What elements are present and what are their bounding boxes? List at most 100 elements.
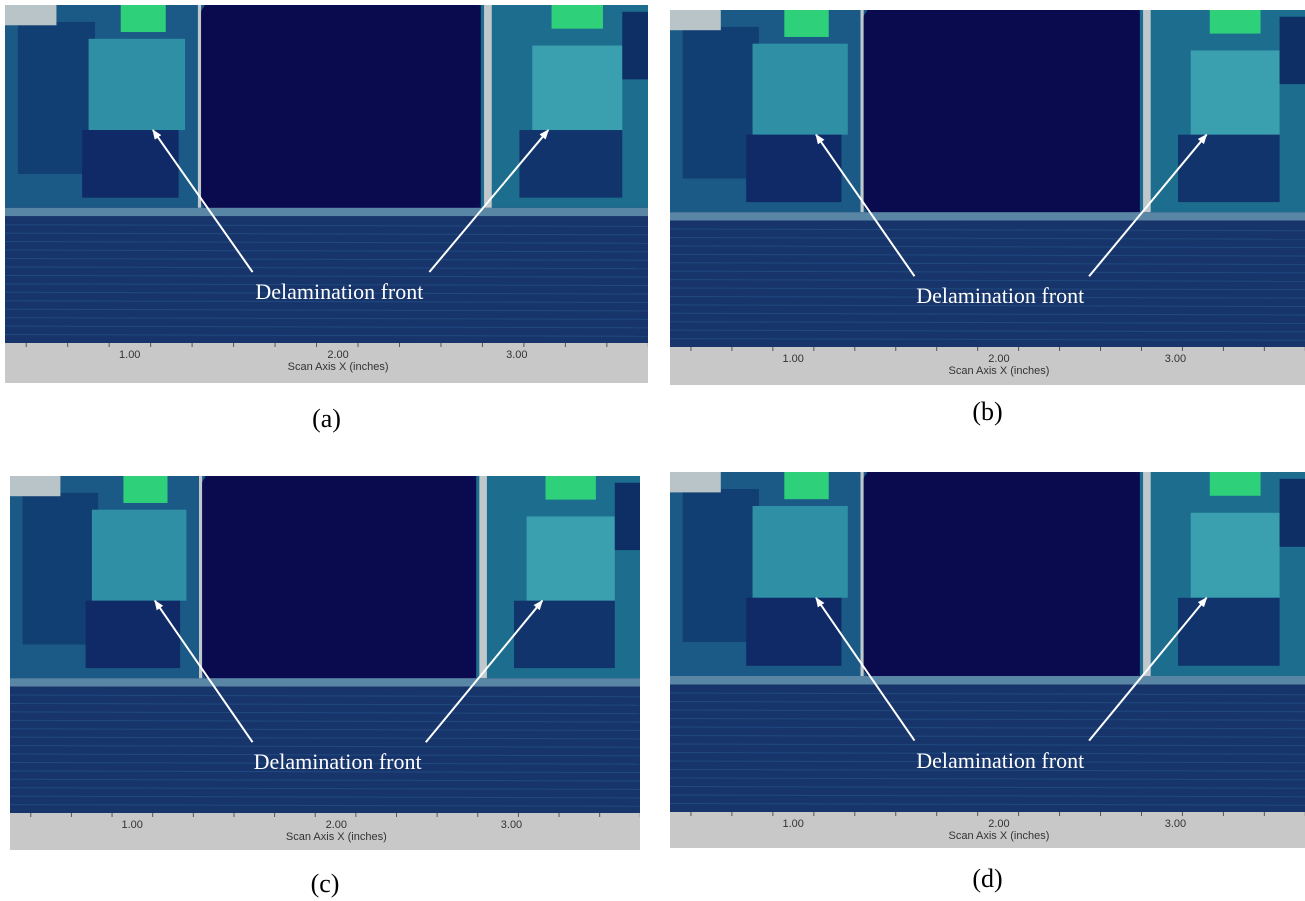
scan-stripe — [670, 803, 1305, 806]
axis-bar — [10, 813, 640, 850]
axis-tick-label: 2.00 — [327, 349, 348, 361]
delaminated-region — [91, 509, 187, 601]
arrow — [152, 129, 254, 273]
axis-tick-label: 2.00 — [988, 818, 1009, 830]
scan-stripe — [5, 291, 648, 295]
scan-panel: Delamination front 1.00 2.00 3.00 Scan Axis … — [670, 10, 1305, 385]
axis-tick-label: 1.00 — [119, 349, 140, 361]
scan-region — [860, 472, 864, 676]
delaminated-region — [88, 38, 186, 131]
scan-stripe — [10, 804, 640, 807]
scan-stripe — [670, 295, 1305, 299]
scan-stripe — [10, 778, 640, 782]
scan-region — [120, 5, 166, 33]
scan-stripe — [670, 270, 1305, 274]
scan-region — [5, 216, 648, 343]
delaminated-region — [526, 516, 615, 601]
scan-stripe — [10, 761, 640, 765]
scan-stripe — [5, 283, 648, 287]
scan-region — [519, 130, 623, 198]
scan-image — [670, 472, 1305, 812]
scan-stripe — [670, 279, 1305, 282]
scan-stripe — [670, 777, 1305, 781]
scan-stripe — [5, 266, 648, 270]
axis-tick-label: 2.00 — [326, 819, 347, 831]
scan-stripe — [10, 711, 640, 715]
scan-stripe — [5, 334, 648, 337]
scan-stripe — [5, 232, 648, 236]
annotation: Delamination front — [916, 748, 1084, 773]
scan-stripe — [670, 236, 1305, 240]
axis-label: Scan Axis X (inches) — [288, 361, 389, 373]
intact-region — [863, 10, 1140, 213]
axis-tick-label: 1.00 — [122, 819, 143, 831]
delaminated-region — [1190, 512, 1280, 598]
scan-region — [197, 5, 202, 208]
scan-region — [784, 472, 829, 500]
intact-region — [863, 472, 1140, 676]
scan-region — [551, 5, 603, 29]
scan-panel: Delamination front 1.00 2.00 3.00 Scan Axis … — [670, 472, 1305, 848]
scan-stripe — [5, 274, 648, 278]
caption: (d) — [972, 864, 1003, 893]
intact-region — [201, 5, 481, 208]
axis-label: Scan Axis X (inches) — [286, 831, 387, 843]
scan-region — [82, 130, 179, 198]
delaminated-region — [752, 43, 848, 135]
scan-stripe — [10, 728, 640, 731]
scan-stripe — [10, 787, 640, 790]
caption: (b) — [972, 397, 1003, 426]
axis-tick-label: 3.00 — [1165, 818, 1186, 830]
scan-region — [1209, 472, 1261, 496]
scan-region — [670, 220, 1305, 347]
scan-stripe — [5, 258, 648, 261]
scan-region — [746, 134, 842, 203]
scan-stripe — [670, 253, 1305, 257]
scan-image — [670, 10, 1305, 347]
scan-region — [784, 10, 829, 37]
caption: (a) — [312, 404, 341, 433]
scan-stripe — [670, 312, 1305, 316]
annotation: Delamination front — [916, 283, 1084, 308]
axis-tick-label: 3.00 — [501, 819, 522, 831]
scan-region — [123, 476, 168, 503]
scan-region — [1143, 472, 1151, 676]
scan-region — [10, 476, 61, 497]
axis-tick-label: 1.00 — [782, 353, 803, 365]
arrow — [1088, 133, 1208, 277]
scan-region — [1178, 134, 1280, 203]
axis-tick-label: 3.00 — [506, 349, 527, 361]
scan-stripe — [670, 735, 1305, 738]
scan-stripe — [670, 304, 1305, 308]
scan-region — [1209, 10, 1261, 34]
scan-region — [670, 472, 721, 493]
scan-image — [5, 5, 648, 343]
scan-region — [10, 686, 640, 813]
scan-image — [10, 476, 640, 813]
axis-label: Scan Axis X (inches) — [948, 365, 1049, 377]
scan-stripe — [10, 719, 640, 723]
scan-stripe — [670, 338, 1305, 341]
arrow — [815, 596, 916, 742]
axis-tick-label: 2.00 — [988, 353, 1009, 365]
scan-stripe — [10, 753, 640, 757]
scan-stripe — [670, 726, 1305, 730]
scan-stripe — [5, 249, 648, 253]
scan-stripe — [10, 736, 640, 740]
scan-stripe — [5, 224, 648, 227]
scan-panel: Delamination front 1.00 2.00 3.00 Scan Axis … — [5, 5, 648, 383]
scan-region — [5, 5, 57, 26]
scan-stripe — [5, 300, 648, 303]
axis-bar — [5, 343, 648, 383]
scan-region — [5, 207, 648, 217]
scan-region — [545, 476, 596, 500]
scan-stripe — [5, 317, 648, 320]
scan-region — [670, 10, 721, 31]
scan-stripe — [670, 329, 1305, 333]
arrow — [1088, 597, 1208, 742]
scan-region — [746, 597, 842, 666]
scan-stripe — [10, 702, 640, 706]
scan-stripe — [670, 692, 1305, 696]
axis-bar — [670, 347, 1305, 385]
